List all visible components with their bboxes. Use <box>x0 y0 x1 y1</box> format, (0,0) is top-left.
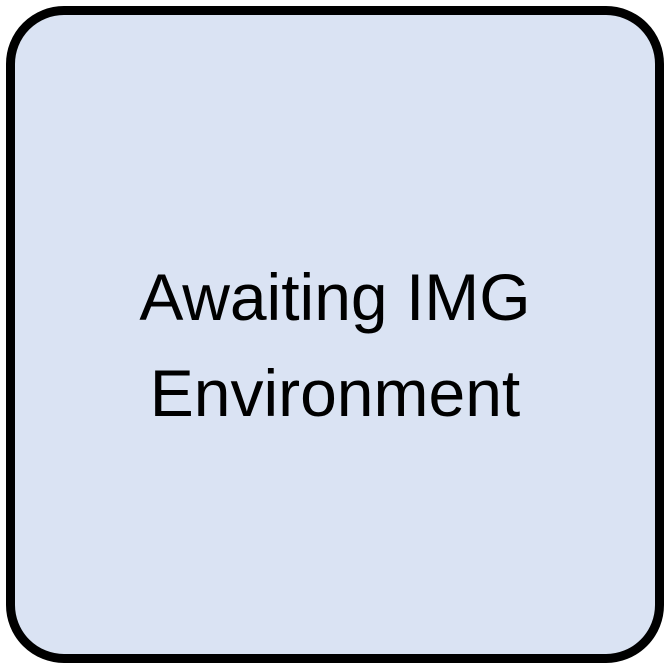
placeholder-message: Awaiting IMG Environment <box>139 249 530 441</box>
placeholder-line-1: Awaiting IMG <box>139 259 531 334</box>
placeholder-line-2: Environment <box>149 355 521 430</box>
placeholder-card: Awaiting IMG Environment <box>6 6 664 663</box>
